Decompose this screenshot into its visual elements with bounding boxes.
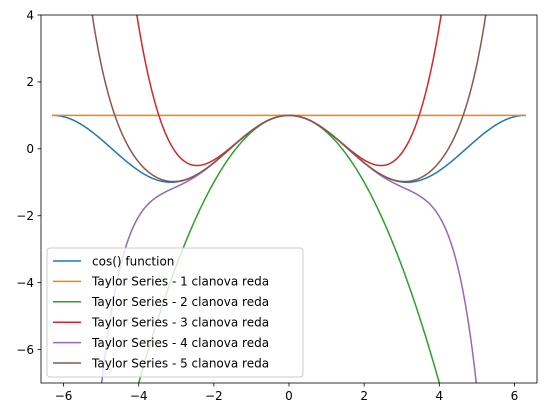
series-layer [52,15,526,383]
x-tick-label: −2 [205,389,223,403]
legend-label: Taylor Series - 5 clanova reda [91,356,269,370]
x-axis: −6 −4 −2 0 2 4 6 [55,383,519,403]
series-line-6 [91,15,487,183]
y-tick-label: −4 [16,276,34,290]
y-tick-label: 2 [26,75,34,89]
x-tick-label: 6 [511,389,519,403]
y-tick-label: −6 [16,343,34,357]
legend-label: Taylor Series - 4 clanova reda [91,336,269,350]
legend-label: Taylor Series - 3 clanova reda [91,316,269,330]
legend-label: Taylor Series - 2 clanova reda [91,295,269,309]
y-axis: 4 2 0 −2 −4 −6 [16,8,41,357]
legend-box [46,247,304,378]
x-tick-label: −6 [55,389,73,403]
y-tick-label: −2 [16,209,34,223]
y-tick-label: 0 [26,142,34,156]
legend-label: Taylor Series - 1 clanova reda [91,275,269,289]
legend: cos() function Taylor Series - 1 clanova … [46,247,304,378]
x-tick-label: 4 [435,389,443,403]
x-tick-label: −4 [130,389,148,403]
x-tick-label: 0 [285,389,293,403]
y-tick-label: 4 [26,8,34,22]
legend-label: cos() function [92,254,174,268]
x-tick-label: 2 [360,389,368,403]
